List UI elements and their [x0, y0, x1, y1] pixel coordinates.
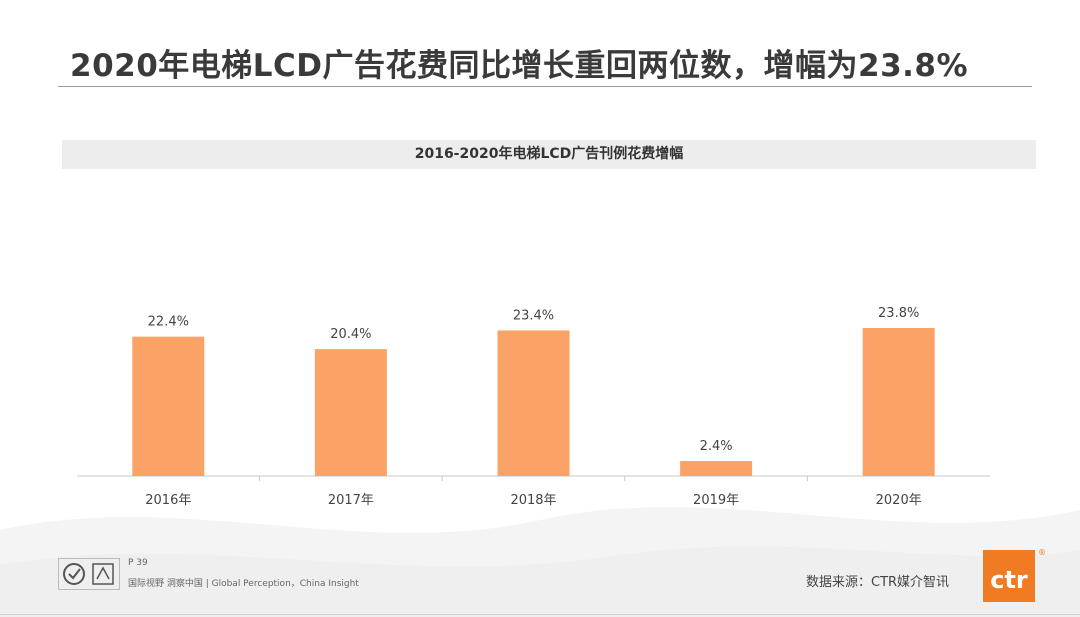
data-label: 23.4%: [513, 308, 554, 323]
x-tick-label: 2018年: [510, 493, 556, 508]
data-label: 22.4%: [148, 315, 189, 330]
x-tick-label: 2020年: [876, 493, 922, 508]
bar: [132, 336, 205, 476]
certification-logo: [58, 558, 120, 590]
registered-mark: ®: [1038, 548, 1046, 557]
ctr-logo: ctr: [983, 550, 1035, 602]
bottom-divider: [0, 614, 1080, 615]
title-divider: [58, 86, 1032, 87]
footer-tagline: 国际视野 洞察中国 | Global Perception，China Insi…: [128, 579, 359, 589]
bar: [680, 461, 753, 476]
bar: [862, 327, 935, 476]
data-label: 23.8%: [878, 306, 919, 321]
data-source: 数据来源：CTR媒介智讯: [806, 575, 950, 590]
background-wave-decoration: [0, 507, 1080, 617]
data-label: 2.4%: [700, 439, 733, 454]
certification-icon: [63, 563, 114, 585]
data-label: 20.4%: [330, 327, 371, 342]
bar: [497, 330, 570, 476]
page-title: 2020年电梯LCD广告花费同比增长重回两位数，增幅为23.8%: [70, 48, 969, 84]
x-tick-label: 2016年: [145, 493, 191, 508]
page-number: P 39: [128, 558, 148, 568]
x-tick-label: 2017年: [328, 493, 374, 508]
x-tick-label: 2019年: [693, 493, 739, 508]
chart-title: 2016-2020年电梯LCD广告刊例花费增幅: [62, 140, 1036, 169]
bar: [314, 349, 387, 476]
